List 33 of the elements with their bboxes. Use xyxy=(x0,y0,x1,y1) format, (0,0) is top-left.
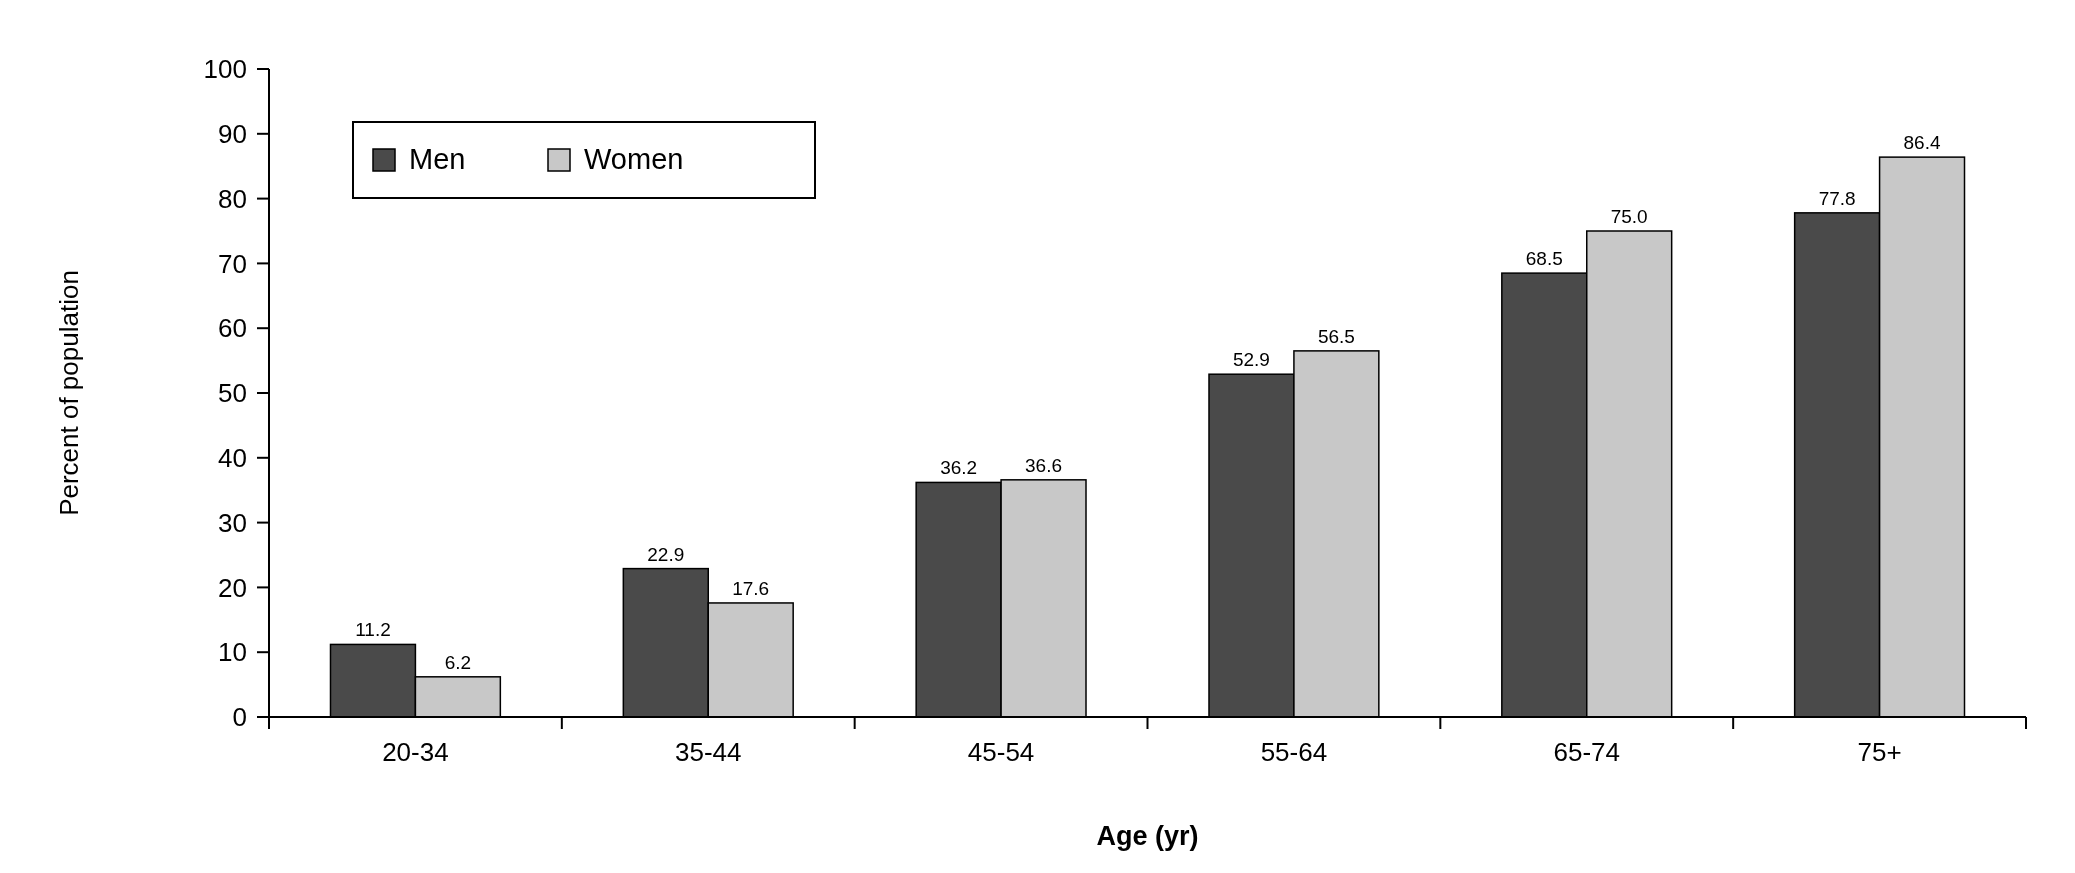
x-tick-label: 65-74 xyxy=(1553,737,1620,767)
data-label: 6.2 xyxy=(444,651,472,673)
y-tick-label: 60 xyxy=(218,313,247,344)
data-label: 86.4 xyxy=(1903,132,1941,154)
data-label: 68.5 xyxy=(1525,248,1563,270)
y-tick-label: 10 xyxy=(218,637,247,668)
data-label: 36.6 xyxy=(1025,454,1063,476)
y-tick-label: 90 xyxy=(218,118,247,149)
y-tick-label: 40 xyxy=(218,442,247,473)
y-axis-title: Percent of population xyxy=(54,270,84,516)
data-label: 52.9 xyxy=(1232,349,1270,371)
x-tick-label: 45-54 xyxy=(967,737,1035,767)
data-label: 36.2 xyxy=(940,457,978,479)
legend-label: Women xyxy=(584,143,684,175)
data-label: 17.6 xyxy=(732,577,770,599)
x-tick-label: 35-44 xyxy=(675,737,742,767)
x-tick-label: 75+ xyxy=(1857,737,1902,767)
x-axis-title: Age (yr) xyxy=(1096,821,1199,851)
data-label: 75.0 xyxy=(1610,206,1648,227)
data-label: 56.5 xyxy=(1317,325,1355,347)
y-tick-label: 30 xyxy=(218,507,247,538)
y-tick-label: 20 xyxy=(218,572,247,603)
data-label: 22.9 xyxy=(647,543,685,565)
data-label: 11.2 xyxy=(355,619,391,641)
legend-label: Men xyxy=(409,143,466,175)
y-tick-label: 80 xyxy=(218,183,247,214)
y-tick-label: 50 xyxy=(218,378,247,409)
data-label: 77.8 xyxy=(1818,187,1856,209)
y-tick-label: 70 xyxy=(218,248,247,279)
y-tick-label: 0 xyxy=(232,702,247,733)
y-tick-label: 100 xyxy=(203,54,247,85)
x-tick-label: 55-64 xyxy=(1260,737,1328,767)
x-tick-label: 20-34 xyxy=(382,737,449,767)
